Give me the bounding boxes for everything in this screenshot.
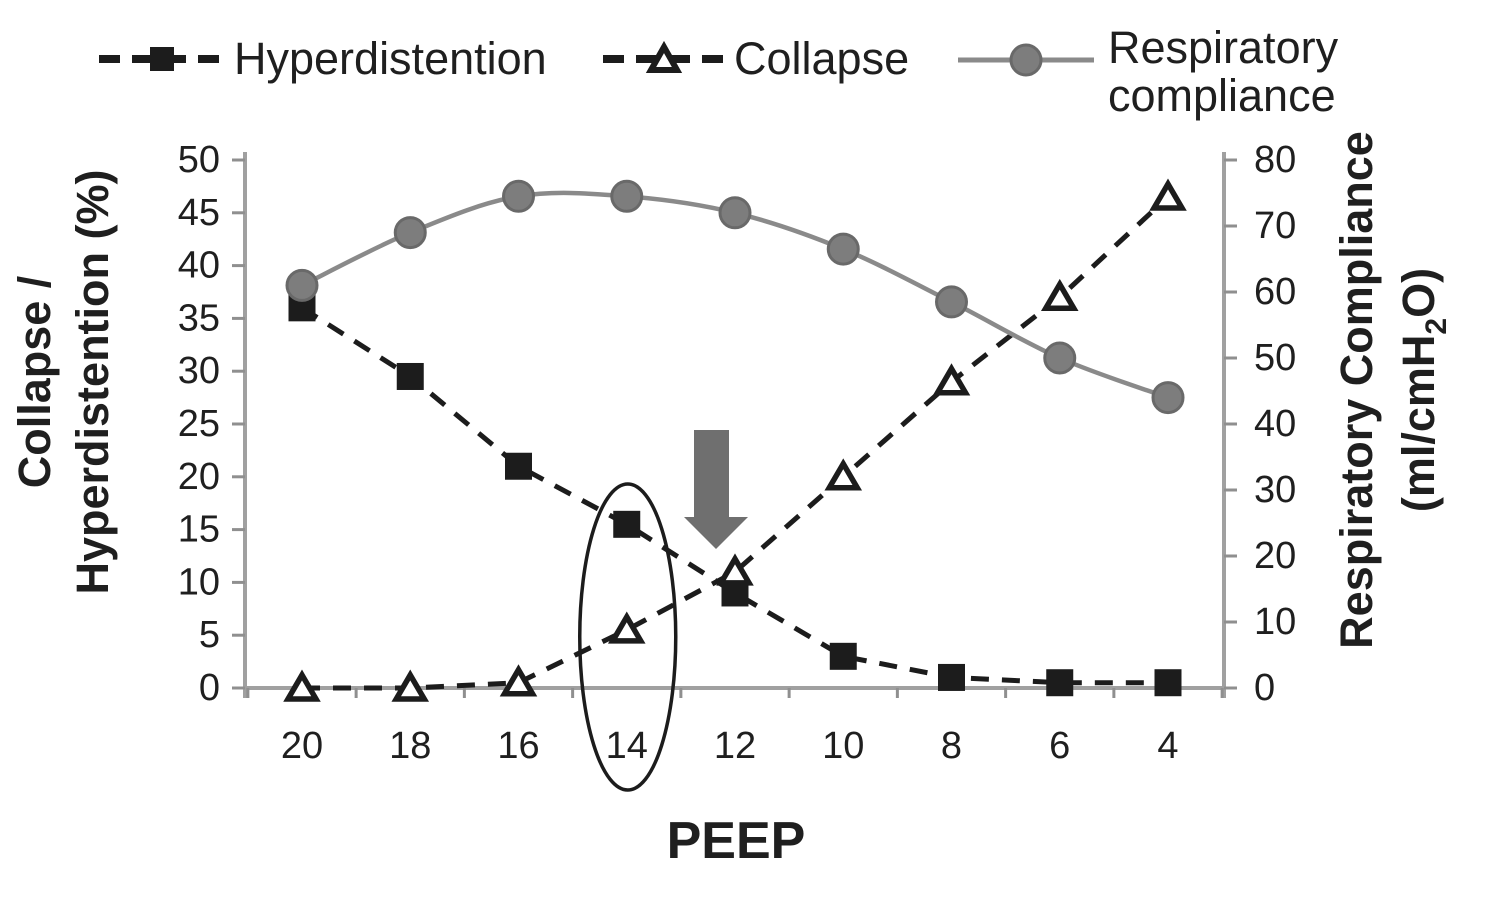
x-tick-label-20: 20 — [281, 725, 323, 767]
respiratory-compliance-marker — [1043, 341, 1077, 375]
hyperdistention-marker — [938, 663, 965, 691]
left-tick-label-10: 10 — [178, 561, 220, 603]
collapse-marker — [499, 664, 538, 697]
x-tick-label-6: 6 — [1049, 725, 1070, 767]
collapse-marker — [1149, 178, 1187, 211]
collapse-marker — [932, 363, 971, 396]
hyperdistention-line — [300, 305, 1168, 686]
hyperdistention-marker — [829, 642, 857, 670]
left-tick-label-15: 15 — [178, 509, 220, 551]
hyperdistention-marker — [505, 452, 532, 480]
right-tick-label-50: 50 — [1254, 337, 1296, 379]
left-tick-label-30: 30 — [178, 350, 220, 392]
respiratory-compliance-marker — [285, 268, 319, 302]
right-tick-label-80: 80 — [1254, 139, 1296, 181]
right-tick-label-10: 10 — [1254, 601, 1296, 643]
right-tick-label-0: 0 — [1254, 667, 1275, 709]
x-axis-title: PEEP — [667, 812, 806, 870]
right-tick-label-70: 70 — [1254, 205, 1296, 247]
respiratory-compliance-marker — [502, 179, 535, 213]
collapse-marker — [716, 553, 754, 586]
x-tick-label-14: 14 — [606, 725, 648, 767]
left-tick-label-40: 40 — [178, 245, 220, 287]
hyperdistention-marker — [613, 510, 641, 538]
respiratory-compliance-marker — [935, 285, 968, 319]
right-tick-label-30: 30 — [1254, 469, 1296, 511]
collapse-marker — [1040, 278, 1079, 312]
respiratory-compliance-marker — [393, 216, 427, 250]
collapse-marker — [607, 611, 646, 644]
left-tick-label-20: 20 — [178, 456, 220, 498]
respiratory-compliance-marker — [826, 232, 860, 266]
left-tick-label-45: 45 — [178, 192, 220, 234]
hyperdistention-marker — [1046, 669, 1074, 697]
collapse-marker — [824, 458, 863, 491]
right-tick-label-40: 40 — [1254, 403, 1296, 445]
right-tick-label-20: 20 — [1254, 535, 1296, 577]
x-tick-label-16: 16 — [497, 725, 539, 767]
collapse-line — [302, 195, 1170, 691]
left-tick-label-5: 5 — [199, 614, 220, 656]
peep14-highlight-ellipse — [578, 482, 678, 792]
left-axis-title: Collapse / Hyperdistention (%) — [9, 169, 118, 594]
respiratory-compliance-marker — [1151, 381, 1185, 415]
collapse-marker — [283, 669, 321, 702]
x-tick-label-8: 8 — [941, 725, 962, 767]
x-tick-label-4: 4 — [1157, 725, 1178, 767]
down-arrow — [684, 430, 748, 549]
left-tick-label-35: 35 — [178, 297, 220, 339]
respiratory-compliance-marker — [718, 196, 752, 230]
right-axis-title: Respiratory Compliance (ml/cmH2O) — [1331, 131, 1453, 649]
hyperdistention-marker — [1154, 669, 1182, 697]
x-tick-label-18: 18 — [389, 725, 431, 767]
left-tick-label-50: 50 — [178, 139, 220, 181]
hyperdistention-marker — [396, 362, 424, 390]
left-tick-label-0: 0 — [199, 667, 220, 709]
x-tick-label-10: 10 — [822, 725, 864, 767]
collapse-marker — [391, 669, 430, 702]
respiratory-compliance-marker — [610, 179, 644, 213]
right-tick-label-60: 60 — [1254, 271, 1296, 313]
x-tick-label-12: 12 — [714, 725, 756, 767]
left-tick-label-25: 25 — [178, 403, 220, 445]
